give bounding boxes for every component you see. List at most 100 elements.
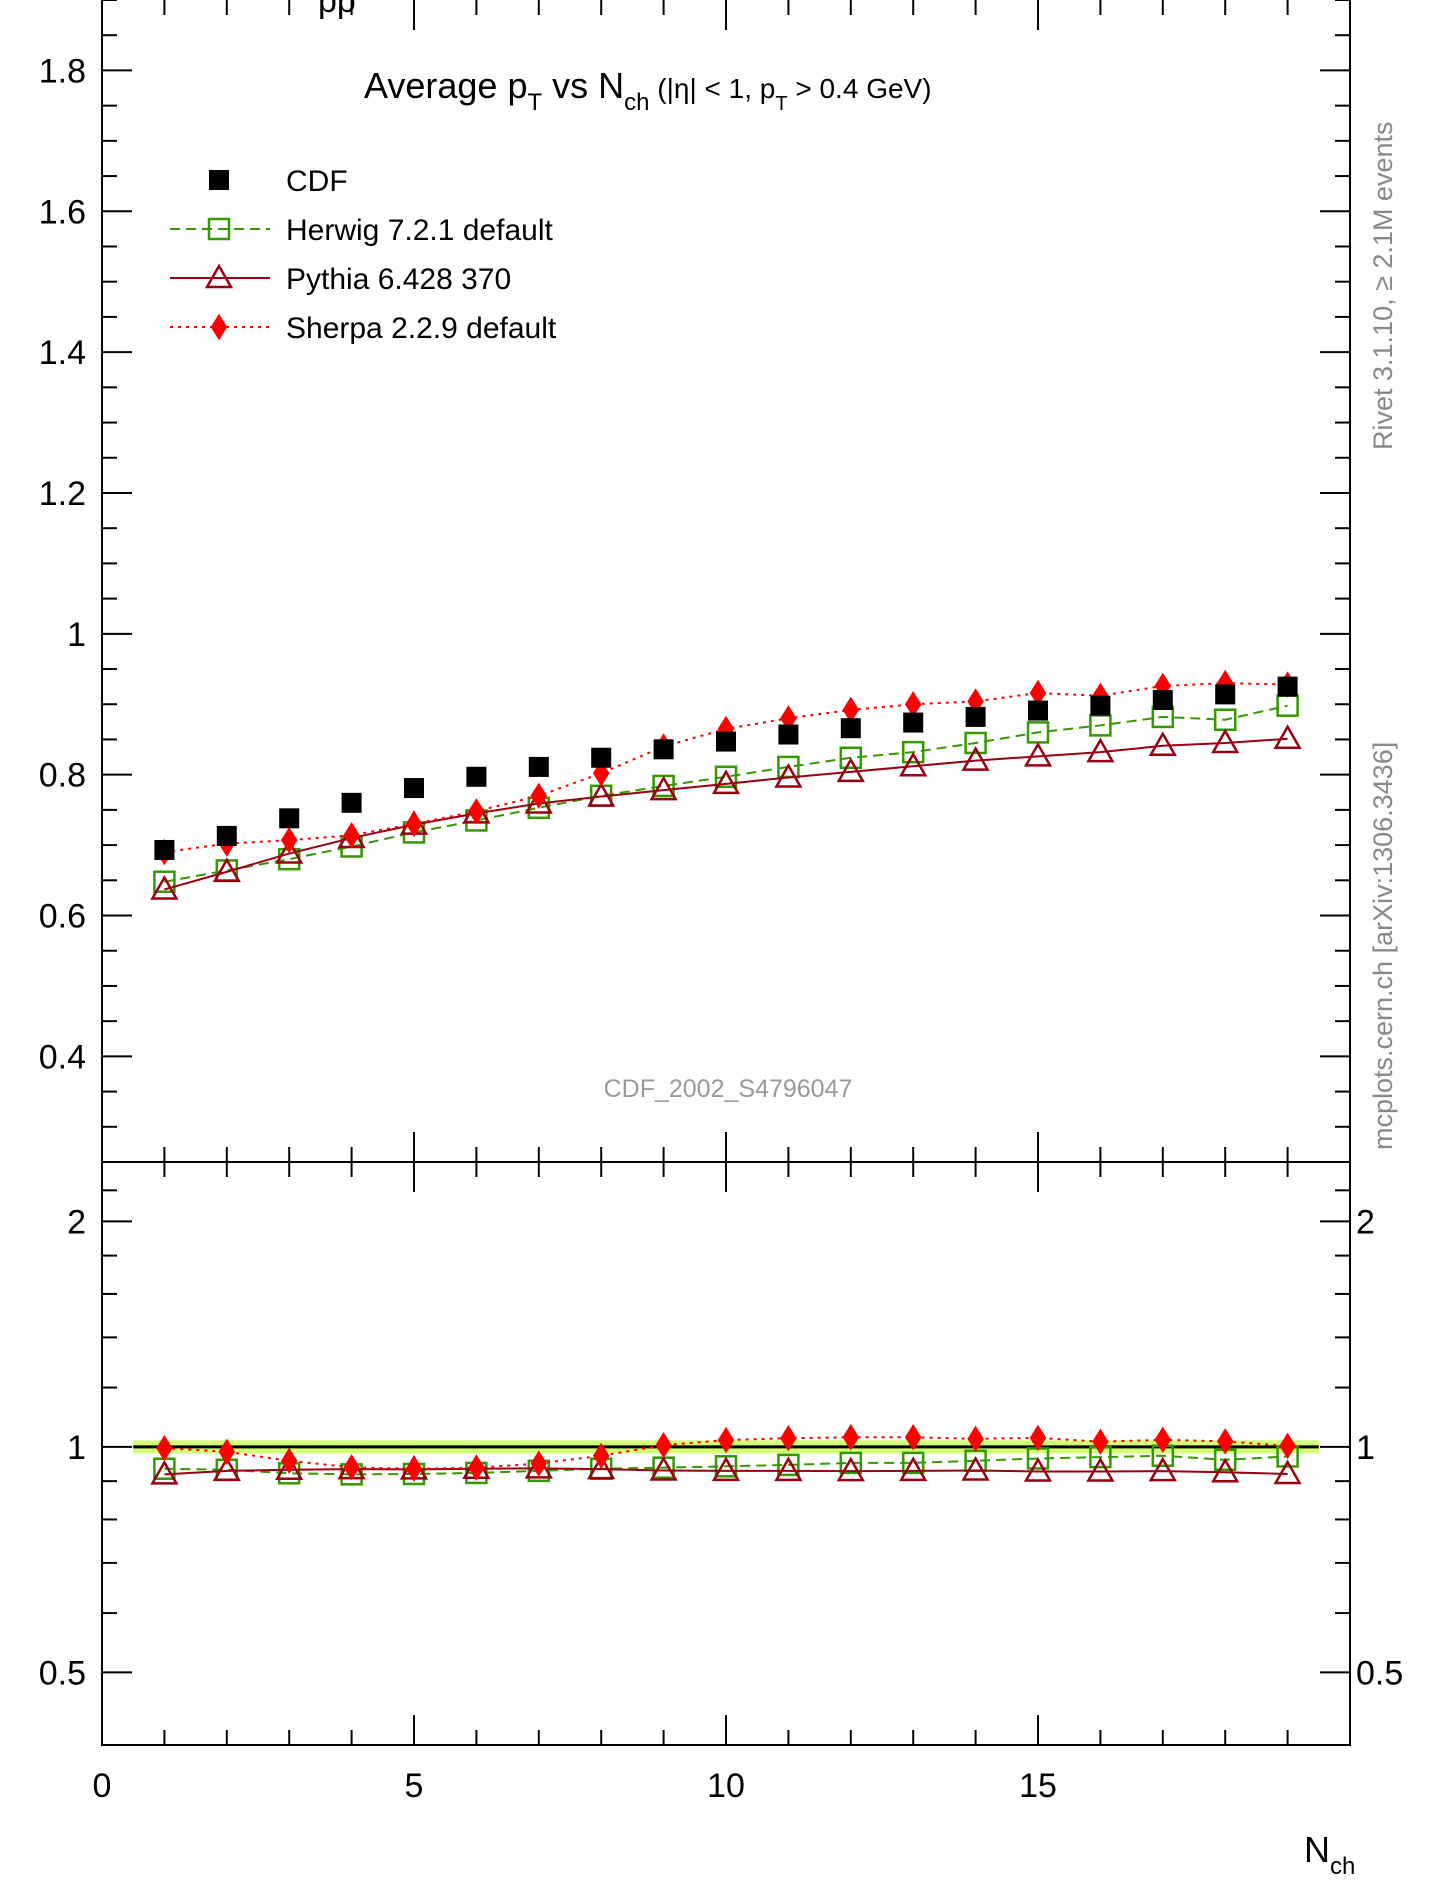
series-point-1 bbox=[153, 870, 176, 893]
series-point-0 bbox=[591, 747, 612, 768]
main-y-tick-label: 1.8 bbox=[39, 52, 86, 90]
series-point-2 bbox=[1086, 737, 1115, 763]
series-point-2 bbox=[711, 769, 741, 795]
series-point-2 bbox=[836, 757, 865, 783]
series-point-0 bbox=[1028, 700, 1048, 721]
tick-labels: 0 5 10 15 0.4 0.6 0.8 1 1.2 1.4 1.6 1.8 0.5 0.5 1 1 2 2 bbox=[39, 52, 1404, 1805]
series-point-3 bbox=[904, 691, 922, 718]
ratio-y-tick-label-left: 1 bbox=[67, 1429, 86, 1467]
series-point-2 bbox=[836, 1456, 865, 1482]
series-point-3 bbox=[1029, 679, 1047, 707]
legend-label: CDF bbox=[286, 165, 348, 198]
x-tick-label: 5 bbox=[405, 1767, 424, 1805]
main-panel-series bbox=[150, 669, 1302, 900]
series-point-3 bbox=[405, 810, 423, 838]
series-point-0 bbox=[903, 712, 924, 733]
series-point-0 bbox=[965, 706, 986, 727]
series-point-2 bbox=[1148, 1456, 1177, 1482]
series-point-2 bbox=[899, 1456, 928, 1482]
series-point-2 bbox=[587, 781, 616, 807]
ratio-y-tick-label-left: 0.5 bbox=[39, 1654, 86, 1692]
series-point-3 bbox=[717, 1426, 735, 1454]
series-point-0 bbox=[778, 724, 799, 745]
top-left-label: pp bbox=[318, 0, 356, 20]
series-point-2 bbox=[587, 1454, 616, 1480]
ratio-y-tick-label-right: 1 bbox=[1356, 1429, 1375, 1467]
series-point-0 bbox=[341, 792, 362, 813]
series-point-0 bbox=[1215, 684, 1236, 705]
series-point-0 bbox=[1152, 690, 1173, 711]
series-point-0 bbox=[154, 840, 175, 861]
series-point-3 bbox=[156, 1434, 173, 1462]
series-point-0 bbox=[653, 739, 674, 760]
ratio-y-tick-label-left: 2 bbox=[67, 1203, 86, 1241]
legend-label: Pythia 6.428 370 bbox=[286, 263, 511, 296]
analysis-label: CDF_2002_S4796047 bbox=[604, 1075, 853, 1103]
series-point-2 bbox=[524, 789, 553, 814]
series-point-2 bbox=[275, 839, 304, 864]
series-point-2 bbox=[774, 1456, 803, 1482]
series-point-2 bbox=[1023, 741, 1053, 767]
legend-marker bbox=[209, 170, 229, 190]
series-point-3 bbox=[405, 1455, 423, 1482]
series-point-1 bbox=[964, 731, 987, 755]
series-point-1 bbox=[839, 746, 863, 770]
chart-title: Average pT vs Nch (|η| < 1, pT > 0.4 GeV… bbox=[364, 65, 932, 116]
series-line-2 bbox=[164, 737, 1288, 891]
series-point-2 bbox=[961, 746, 990, 771]
series-point-2 bbox=[1273, 1459, 1302, 1485]
series-point-3 bbox=[842, 1424, 860, 1451]
series-point-2 bbox=[150, 874, 179, 900]
series-point-3 bbox=[468, 798, 485, 825]
main-y-tick-label: 1.2 bbox=[39, 475, 86, 513]
series-point-1 bbox=[714, 765, 738, 789]
series-point-1 bbox=[839, 1451, 863, 1475]
series-point-1 bbox=[901, 740, 925, 764]
series-point-3 bbox=[967, 1425, 984, 1453]
series-point-0 bbox=[840, 718, 861, 739]
main-y-tick-label: 0.4 bbox=[39, 1038, 86, 1076]
series-point-3 bbox=[1092, 1428, 1109, 1455]
series-point-3 bbox=[280, 826, 298, 854]
series-point-2 bbox=[961, 1455, 990, 1481]
ratio-y-tick-label-right: 0.5 bbox=[1356, 1654, 1403, 1692]
axis-ticks bbox=[101, 0, 1351, 1746]
legend: CDF Herwig 7.2.1 default Pythia 6.428 370 S… bbox=[170, 165, 557, 345]
series-point-3 bbox=[530, 1450, 548, 1477]
series-point-2 bbox=[212, 1456, 241, 1482]
series-line-1 bbox=[164, 704, 1288, 883]
series-point-0 bbox=[216, 825, 237, 846]
series-point-2 bbox=[1148, 731, 1177, 757]
series-point-3 bbox=[1279, 1432, 1296, 1460]
series-point-2 bbox=[649, 1455, 678, 1481]
series-point-3 bbox=[842, 696, 860, 724]
series-point-3 bbox=[1029, 1424, 1047, 1452]
series-point-0 bbox=[528, 756, 549, 777]
ratio-panel-series bbox=[150, 1424, 1302, 1486]
series-point-3 bbox=[904, 1424, 922, 1451]
series-point-0 bbox=[404, 778, 424, 799]
series-point-2 bbox=[774, 762, 803, 788]
series-point-3 bbox=[1154, 1426, 1172, 1453]
ratio-y-tick-label-right: 2 bbox=[1356, 1203, 1375, 1241]
main-y-tick-label: 1 bbox=[67, 616, 86, 654]
series-point-2 bbox=[1211, 1457, 1240, 1483]
x-axis-label: Nch bbox=[1304, 1829, 1355, 1880]
series-point-0 bbox=[279, 808, 300, 829]
rivet-version-label: Rivet 3.1.10, ≥ 2.1M events bbox=[1368, 122, 1398, 450]
series-point-3 bbox=[780, 1424, 797, 1452]
legend-label: Sherpa 2.2.9 default bbox=[286, 312, 557, 345]
main-y-tick-label: 0.8 bbox=[39, 757, 86, 795]
series-point-2 bbox=[899, 751, 928, 777]
series-point-1 bbox=[901, 1451, 925, 1475]
series-point-3 bbox=[530, 782, 548, 809]
x-tick-label: 0 bbox=[93, 1767, 112, 1805]
series-point-3 bbox=[468, 1454, 485, 1481]
series-point-2 bbox=[711, 1456, 741, 1482]
series-point-3 bbox=[343, 822, 360, 849]
series-point-3 bbox=[655, 1432, 672, 1459]
series-point-2 bbox=[150, 1459, 179, 1485]
series-point-3 bbox=[343, 1454, 360, 1481]
series-point-3 bbox=[1216, 1428, 1234, 1455]
